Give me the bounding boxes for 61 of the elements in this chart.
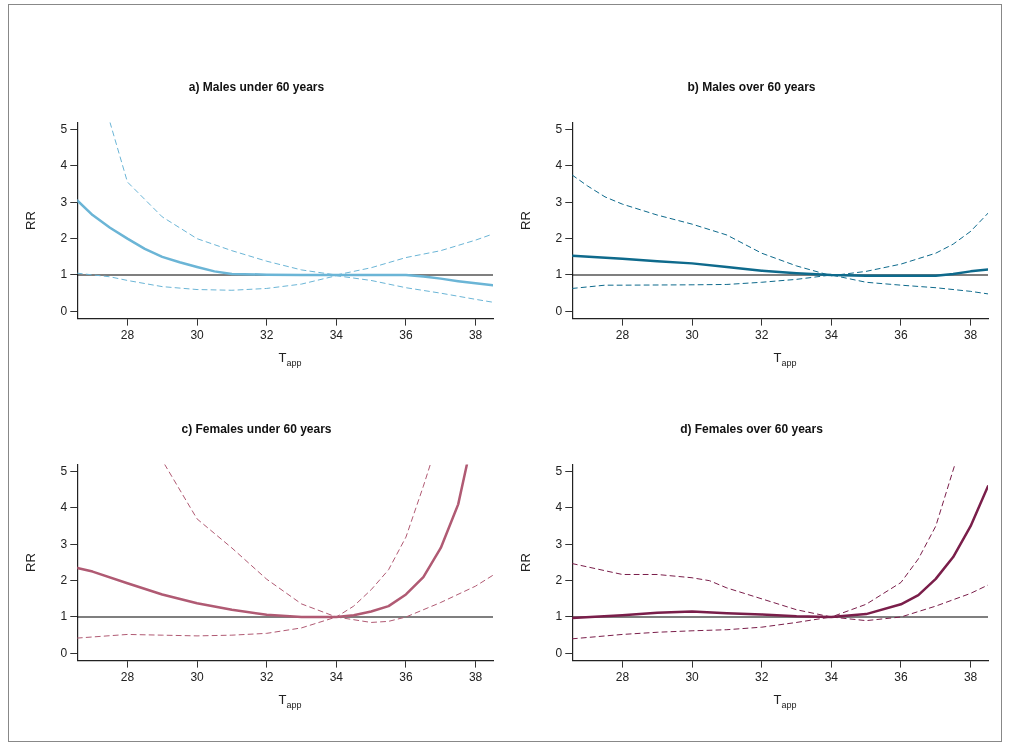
chart-title: b) Males over 60 years xyxy=(687,79,816,94)
x-tick-label: 30 xyxy=(190,328,205,343)
x-tick-label: 36 xyxy=(399,670,413,685)
x-axis-title: T$_{app}$ xyxy=(772,692,798,710)
x-tick-label: 28 xyxy=(120,670,135,685)
x-tick-label: 28 xyxy=(615,328,630,343)
x-tick-label: 32 xyxy=(755,670,769,685)
x-tick-label: 30 xyxy=(190,670,205,685)
x-tick-label: 36 xyxy=(399,328,413,343)
y-tick-label: 2 xyxy=(555,572,563,587)
y-tick-label: 4 xyxy=(60,158,68,173)
x-tick-label: 32 xyxy=(755,328,769,343)
chart-title: d) Females over 60 years xyxy=(680,421,824,436)
y-tick-label: 0 xyxy=(60,303,68,318)
y-tick-label: 5 xyxy=(60,121,68,136)
x-tick-label: 36 xyxy=(894,328,908,343)
y-tick-label: 1 xyxy=(555,609,563,624)
x-tick-label: 38 xyxy=(963,670,978,685)
x-tick-label: 30 xyxy=(685,670,700,685)
chart-title: c) Females under 60 years xyxy=(181,421,332,436)
y-tick-label: 0 xyxy=(60,645,68,660)
x-tick-label: 34 xyxy=(824,670,839,685)
y-tick-label: 2 xyxy=(60,572,68,587)
x-tick-label: 28 xyxy=(120,328,135,343)
x-tick-label: 38 xyxy=(468,328,483,343)
x-tick-label: 34 xyxy=(824,328,839,343)
y-tick-label: 1 xyxy=(555,267,563,282)
y-tick-label: 5 xyxy=(555,463,563,478)
x-tick-label: 38 xyxy=(963,328,978,343)
x-tick-label: 28 xyxy=(615,670,630,685)
y-tick-label: 3 xyxy=(60,194,68,209)
y-tick-label: 4 xyxy=(555,158,563,173)
y-tick-label: 5 xyxy=(555,121,563,136)
x-tick-label: 32 xyxy=(260,328,274,343)
y-tick-label: 2 xyxy=(555,230,563,245)
y-tick-label: 3 xyxy=(555,536,563,551)
y-axis-title: RR xyxy=(23,553,39,572)
y-tick-label: 0 xyxy=(555,645,563,660)
chart-title: a) Males under 60 years xyxy=(188,79,325,94)
x-tick-label: 34 xyxy=(329,670,344,685)
x-tick-label: 38 xyxy=(468,670,483,685)
y-axis-title: RR xyxy=(518,211,534,230)
x-axis-title: T$_{app}$ xyxy=(772,350,798,368)
y-tick-label: 0 xyxy=(555,303,563,318)
y-axis-title: RR xyxy=(518,553,534,572)
y-tick-label: 3 xyxy=(555,194,563,209)
y-tick-label: 2 xyxy=(60,230,68,245)
x-tick-label: 34 xyxy=(329,328,344,343)
y-tick-label: 1 xyxy=(60,267,68,282)
y-tick-label: 1 xyxy=(60,609,68,624)
x-tick-label: 30 xyxy=(685,328,700,343)
y-axis-title: RR xyxy=(23,211,39,230)
x-axis-title: T$_{app}$ xyxy=(277,692,303,710)
y-tick-label: 3 xyxy=(60,536,68,551)
y-tick-label: 4 xyxy=(60,500,68,515)
x-axis-title: T$_{app}$ xyxy=(277,350,303,368)
y-tick-label: 4 xyxy=(555,500,563,515)
x-tick-label: 36 xyxy=(894,670,908,685)
line-series xyxy=(572,174,988,277)
x-tick-label: 32 xyxy=(260,670,274,685)
y-tick-label: 5 xyxy=(60,463,68,478)
